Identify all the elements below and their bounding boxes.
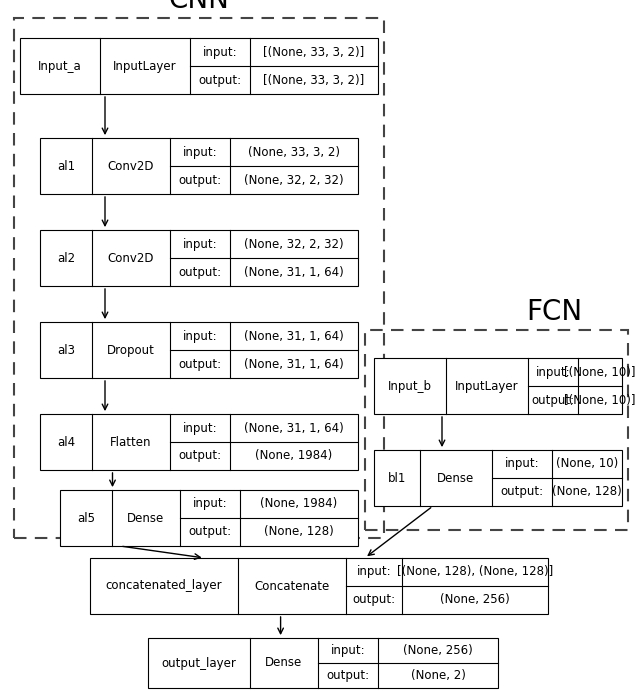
Text: input:: input:: [536, 366, 570, 379]
Text: (None, 1984): (None, 1984): [260, 498, 338, 511]
Text: input:: input:: [182, 238, 218, 251]
Text: al5: al5: [77, 511, 95, 524]
Text: (None, 256): (None, 256): [403, 644, 473, 657]
Text: input:: input:: [331, 644, 365, 657]
Text: al1: al1: [57, 160, 75, 173]
Text: Input_a: Input_a: [38, 59, 82, 73]
Text: input:: input:: [182, 422, 218, 435]
Text: Dropout: Dropout: [107, 343, 155, 357]
Text: output:: output:: [179, 173, 221, 187]
Text: output:: output:: [179, 357, 221, 370]
Text: input:: input:: [505, 457, 540, 471]
Text: (None, 256): (None, 256): [440, 594, 510, 607]
Text: output:: output:: [531, 393, 575, 406]
Bar: [90, 558, 548, 614]
Text: input:: input:: [356, 565, 391, 578]
Text: input:: input:: [182, 330, 218, 343]
Text: [(None, 10)]: [(None, 10)]: [564, 366, 636, 379]
Text: [(None, 10)]: [(None, 10)]: [564, 393, 636, 406]
Text: input:: input:: [182, 146, 218, 158]
Text: (None, 32, 2, 32): (None, 32, 2, 32): [244, 238, 344, 251]
Bar: [374, 358, 622, 414]
Text: al2: al2: [57, 252, 75, 265]
Text: output:: output:: [188, 525, 232, 538]
Text: (None, 32, 2, 32): (None, 32, 2, 32): [244, 173, 344, 187]
Text: input:: input:: [203, 46, 237, 59]
Text: input:: input:: [193, 498, 227, 511]
Bar: [14, 18, 384, 538]
Text: (None, 2): (None, 2): [411, 669, 465, 682]
Text: Dense: Dense: [437, 471, 475, 484]
Text: (None, 31, 1, 64): (None, 31, 1, 64): [244, 330, 344, 343]
Text: output:: output:: [179, 265, 221, 278]
Text: Dense: Dense: [127, 511, 164, 524]
Text: Input_b: Input_b: [388, 379, 432, 392]
Text: output_layer: output_layer: [161, 656, 236, 670]
Text: concatenated_layer: concatenated_layer: [106, 580, 222, 592]
Text: Conv2D: Conv2D: [108, 252, 154, 265]
Text: [(None, 128), (None, 128)]: [(None, 128), (None, 128)]: [397, 565, 553, 578]
Bar: [20, 38, 378, 94]
Text: (None, 128): (None, 128): [552, 486, 622, 498]
Text: Dense: Dense: [266, 656, 303, 670]
Text: FCN: FCN: [526, 298, 582, 326]
Bar: [40, 138, 358, 194]
Bar: [60, 490, 358, 546]
Text: output:: output:: [353, 594, 396, 607]
Text: output:: output:: [179, 450, 221, 462]
Bar: [40, 414, 358, 470]
Bar: [148, 638, 498, 688]
Text: CNN: CNN: [168, 0, 229, 14]
Text: (None, 31, 1, 64): (None, 31, 1, 64): [244, 422, 344, 435]
Text: output:: output:: [500, 486, 543, 498]
Text: InputLayer: InputLayer: [455, 379, 519, 392]
Text: (None, 1984): (None, 1984): [255, 450, 333, 462]
Text: InputLayer: InputLayer: [113, 59, 177, 73]
Bar: [40, 322, 358, 378]
Text: [(None, 33, 3, 2)]: [(None, 33, 3, 2)]: [264, 73, 365, 86]
Text: (None, 10): (None, 10): [556, 457, 618, 471]
Text: (None, 31, 1, 64): (None, 31, 1, 64): [244, 265, 344, 278]
Bar: [40, 230, 358, 286]
Text: [(None, 33, 3, 2)]: [(None, 33, 3, 2)]: [264, 46, 365, 59]
Text: bl1: bl1: [388, 471, 406, 484]
Text: output:: output:: [198, 73, 241, 86]
Text: al4: al4: [57, 435, 75, 448]
Bar: [374, 450, 622, 506]
Text: Flatten: Flatten: [110, 435, 152, 448]
Text: Conv2D: Conv2D: [108, 160, 154, 173]
Text: (None, 33, 3, 2): (None, 33, 3, 2): [248, 146, 340, 158]
Text: output:: output:: [326, 669, 369, 682]
Bar: [365, 330, 628, 530]
Text: (None, 31, 1, 64): (None, 31, 1, 64): [244, 357, 344, 370]
Text: al3: al3: [57, 343, 75, 357]
Text: (None, 128): (None, 128): [264, 525, 334, 538]
Text: Concatenate: Concatenate: [254, 580, 330, 592]
